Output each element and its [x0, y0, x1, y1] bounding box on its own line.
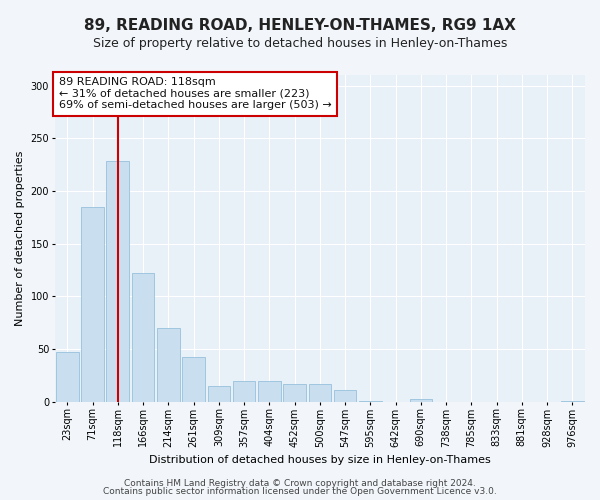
Bar	[132, 273, 154, 402]
Text: Contains HM Land Registry data © Crown copyright and database right 2024.: Contains HM Land Registry data © Crown c…	[124, 478, 476, 488]
Bar	[106, 162, 129, 402]
Bar	[334, 390, 356, 402]
Bar	[208, 386, 230, 402]
Bar	[258, 380, 281, 402]
Text: 89, READING ROAD, HENLEY-ON-THAMES, RG9 1AX: 89, READING ROAD, HENLEY-ON-THAMES, RG9 …	[84, 18, 516, 32]
Bar	[182, 358, 205, 402]
Text: Size of property relative to detached houses in Henley-on-Thames: Size of property relative to detached ho…	[93, 38, 507, 51]
Bar	[283, 384, 306, 402]
Y-axis label: Number of detached properties: Number of detached properties	[15, 150, 25, 326]
Bar	[308, 384, 331, 402]
Bar	[410, 398, 432, 402]
Bar	[233, 380, 256, 402]
X-axis label: Distribution of detached houses by size in Henley-on-Thames: Distribution of detached houses by size …	[149, 455, 491, 465]
Bar	[561, 400, 584, 402]
Bar	[81, 206, 104, 402]
Text: 89 READING ROAD: 118sqm
← 31% of detached houses are smaller (223)
69% of semi-d: 89 READING ROAD: 118sqm ← 31% of detache…	[59, 77, 331, 110]
Text: Contains public sector information licensed under the Open Government Licence v3: Contains public sector information licen…	[103, 487, 497, 496]
Bar	[359, 400, 382, 402]
Bar	[157, 328, 180, 402]
Bar	[56, 352, 79, 402]
